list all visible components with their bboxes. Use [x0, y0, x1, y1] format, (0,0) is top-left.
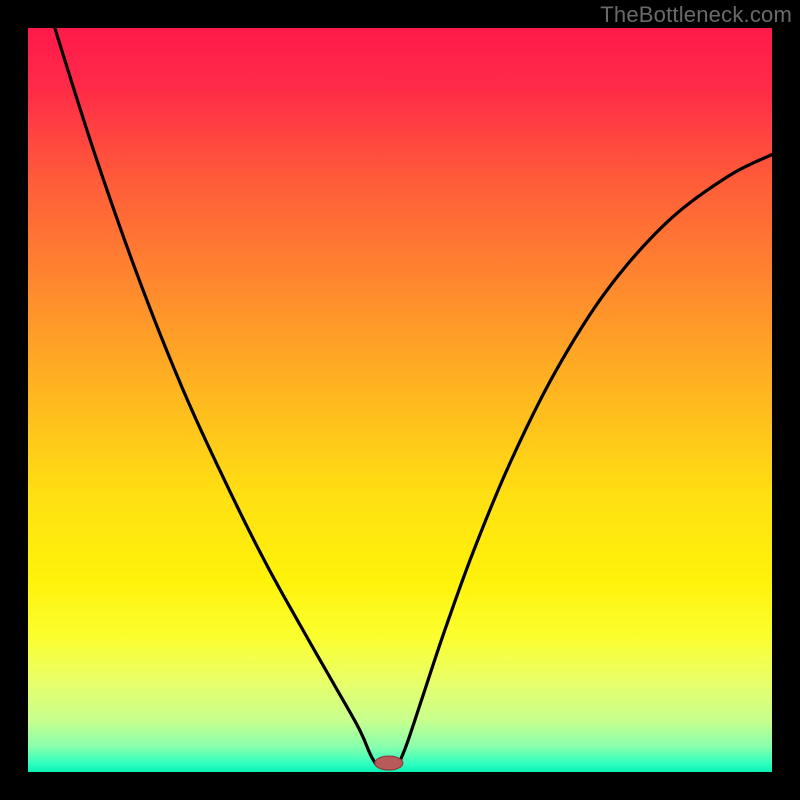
watermark-text: TheBottleneck.com	[600, 2, 792, 28]
optimal-point-marker	[375, 756, 403, 770]
chart-container: TheBottleneck.com	[0, 0, 800, 800]
gradient-background	[28, 28, 772, 772]
bottleneck-chart	[0, 0, 800, 800]
